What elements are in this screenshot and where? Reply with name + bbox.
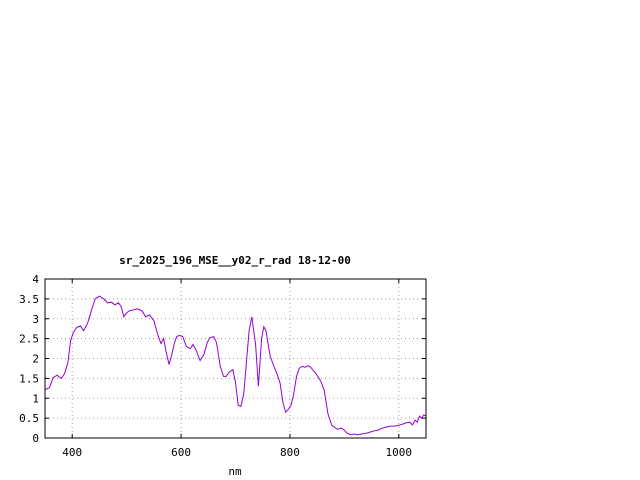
y-tick-label: 0	[32, 432, 39, 445]
x-tick-labels: 400 600 800 1000	[62, 446, 412, 459]
y-tick-label: 3	[32, 313, 39, 326]
y-tick-label: 4	[32, 273, 39, 286]
x-tick-label: 1000	[386, 446, 413, 459]
y-tick-label: 0.5	[19, 412, 39, 425]
y-tick-label: 1	[32, 392, 39, 405]
y-tick-label: 2	[32, 353, 39, 366]
x-tick-label: 800	[280, 446, 300, 459]
series-line	[44, 295, 427, 436]
y-tick-labels: 0 0.5 1 1.5 2 2.5 3 3.5 4	[19, 273, 39, 445]
y-tick-label: 1.5	[19, 372, 39, 385]
chart-title: sr_2025_196_MSE__y02_r_rad 18-12-00	[119, 254, 351, 267]
grid-lines	[45, 279, 426, 438]
y-tick-label: 3.5	[19, 293, 39, 306]
axis-ticks	[45, 278, 426, 439]
x-tick-label: 600	[171, 446, 191, 459]
plot-frame	[44, 278, 427, 439]
x-tick-label: 400	[62, 446, 82, 459]
x-axis-title: nm	[228, 465, 242, 478]
y-tick-label: 2.5	[19, 333, 39, 346]
